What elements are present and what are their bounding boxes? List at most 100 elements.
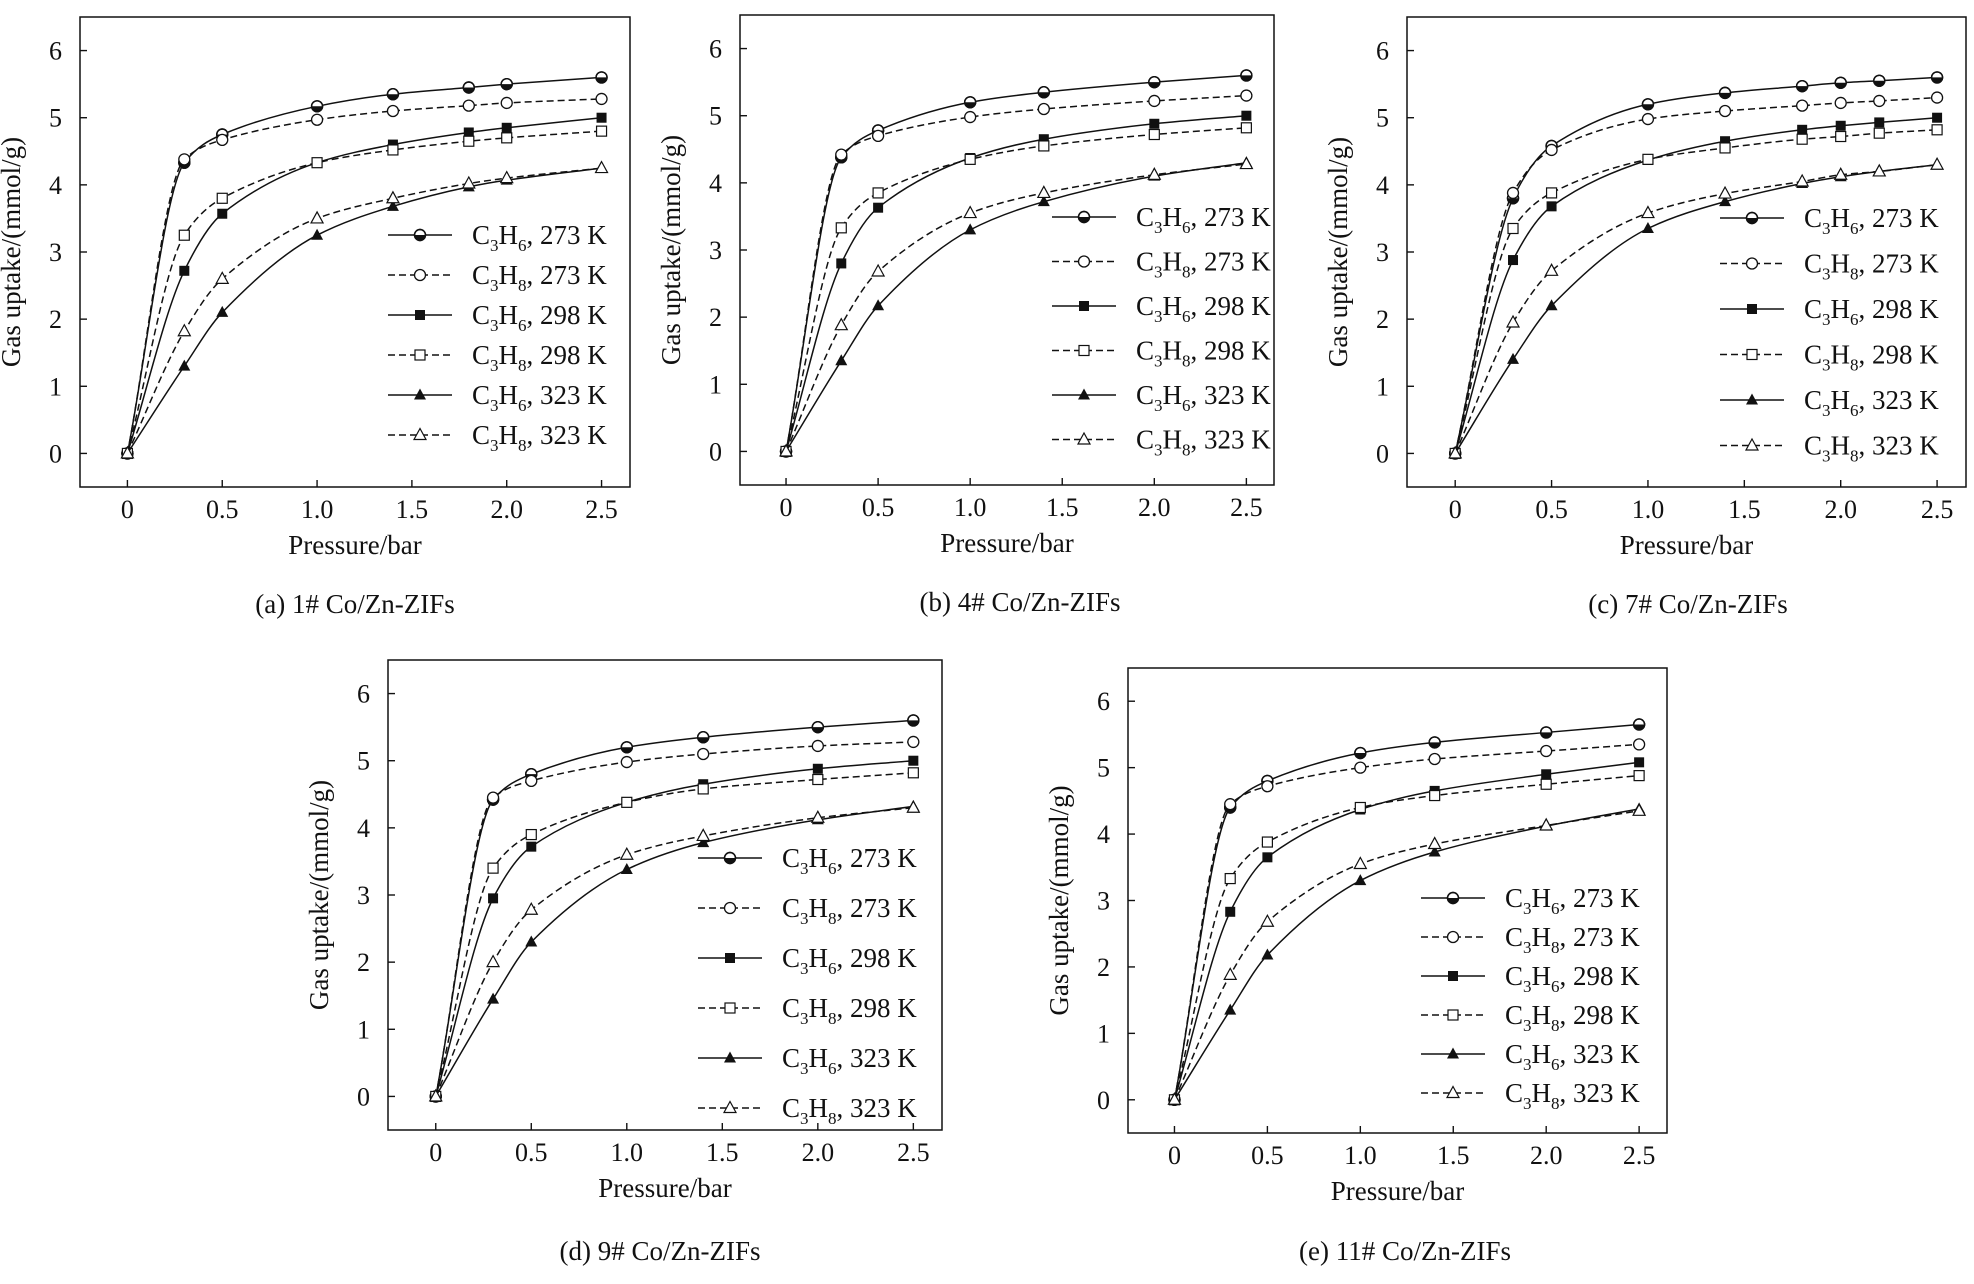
series-line (785, 94, 1247, 452)
data-point (1262, 852, 1273, 863)
legend-marker (725, 953, 735, 963)
data-point (1261, 948, 1274, 960)
data-point (964, 223, 977, 235)
data-point (836, 258, 847, 269)
series-2 (1168, 738, 1646, 1106)
data-point (1930, 91, 1944, 104)
data-point (216, 133, 229, 147)
legend-label: C3H6, 273 K (1505, 883, 1640, 918)
x-axis-title: Pressure/bar (598, 1173, 731, 1203)
data-point (1874, 117, 1885, 128)
data-point (1720, 136, 1731, 147)
legend-label: C3H8, 323 K (1804, 431, 1939, 466)
data-point (1641, 98, 1655, 111)
data-point (1427, 836, 1442, 850)
x-tick-label: 2.5 (897, 1138, 930, 1167)
chart-panel-1: 0 0.5 1.0 1.5 2.0 2.5 0 1 2 3 4 5 6 Pressure/bar Gas u… (0, 16, 631, 619)
data-point (177, 323, 192, 337)
data-point (871, 263, 886, 277)
data-point (1224, 1003, 1237, 1015)
data-point (524, 902, 539, 915)
data-point (178, 153, 191, 166)
legend-marker (1077, 210, 1091, 224)
series-6 (1448, 156, 1945, 459)
y-axis-title: Gas uptake/(mmol/g) (0, 137, 26, 367)
data-point (525, 828, 537, 841)
data-point (1797, 124, 1808, 135)
data-point (812, 763, 823, 774)
data-point (1632, 803, 1647, 816)
series-line (435, 772, 914, 1097)
legend-label: C3H6, 323 K (782, 1043, 917, 1078)
series-6 (779, 156, 1254, 457)
x-tick-label: 1.5 (1437, 1141, 1470, 1170)
data-point (594, 160, 609, 174)
data-point (1223, 967, 1238, 981)
plot-frame (79, 16, 631, 488)
y-tick-label: 3 (709, 236, 722, 265)
data-point (1037, 102, 1050, 116)
y-tick-label: 1 (49, 372, 62, 401)
data-point (1873, 94, 1886, 108)
legend-marker (412, 427, 428, 441)
legend-label: C3H6, 298 K (1505, 961, 1640, 996)
data-point (1540, 778, 1552, 790)
data-point (1508, 255, 1519, 266)
x-tick-label: 1.5 (396, 495, 429, 524)
series-line (1454, 129, 1938, 454)
data-point (1835, 120, 1846, 131)
legend-marker (724, 1002, 736, 1014)
legend-marker (1078, 344, 1090, 357)
data-point (311, 157, 323, 169)
legend-marker (1447, 1009, 1459, 1021)
x-tick-label: 0.5 (1251, 1141, 1284, 1170)
data-point (1872, 163, 1887, 177)
legend-marker (722, 1100, 738, 1114)
x-tick-label: 1.0 (954, 493, 987, 522)
y-tick-label: 4 (709, 169, 722, 198)
panel-caption: (d) 9# Co/Zn-ZIFs (560, 1236, 761, 1266)
legend-label: C3H6, 273 K (1136, 202, 1271, 237)
data-point (835, 354, 848, 366)
x-tick-label: 1.0 (611, 1138, 644, 1167)
y-tick-label: 2 (1097, 953, 1110, 982)
y-tick-label: 5 (1097, 754, 1110, 783)
data-point (525, 935, 538, 947)
data-point (697, 783, 709, 795)
data-point (873, 202, 884, 213)
legend-label: C3H6, 298 K (1804, 294, 1939, 329)
y-tick-label: 1 (357, 1015, 370, 1044)
legend-label: C3H6, 323 K (1136, 380, 1271, 415)
y-tick-label: 5 (709, 102, 722, 131)
data-point (1719, 142, 1731, 154)
data-point (216, 192, 228, 204)
data-point (1036, 185, 1051, 199)
data-point (595, 125, 608, 137)
data-point (311, 228, 324, 240)
data-point (178, 229, 190, 241)
data-point (1539, 726, 1553, 739)
data-point (486, 791, 500, 804)
legend-label: C3H8, 273 K (782, 893, 917, 928)
data-point (1641, 112, 1655, 126)
data-point (499, 170, 514, 184)
data-point (500, 96, 513, 110)
data-point (1796, 133, 1808, 145)
data-point (501, 122, 512, 133)
data-point (1544, 263, 1559, 276)
legend-marker (1446, 930, 1460, 944)
data-point (487, 862, 499, 874)
x-tick-label: 0 (780, 493, 793, 522)
legend-marker (1078, 388, 1090, 400)
data-point (1834, 76, 1847, 90)
series-6 (120, 160, 609, 459)
y-axis-title: Gas uptake/(mmol/g) (656, 135, 686, 365)
series-line (1454, 96, 1938, 454)
x-tick-label: 2.0 (1824, 495, 1857, 524)
y-tick-label: 6 (709, 35, 722, 64)
data-point (1641, 222, 1654, 233)
data-point (1795, 173, 1810, 187)
y-tick-label: 3 (1097, 887, 1110, 916)
